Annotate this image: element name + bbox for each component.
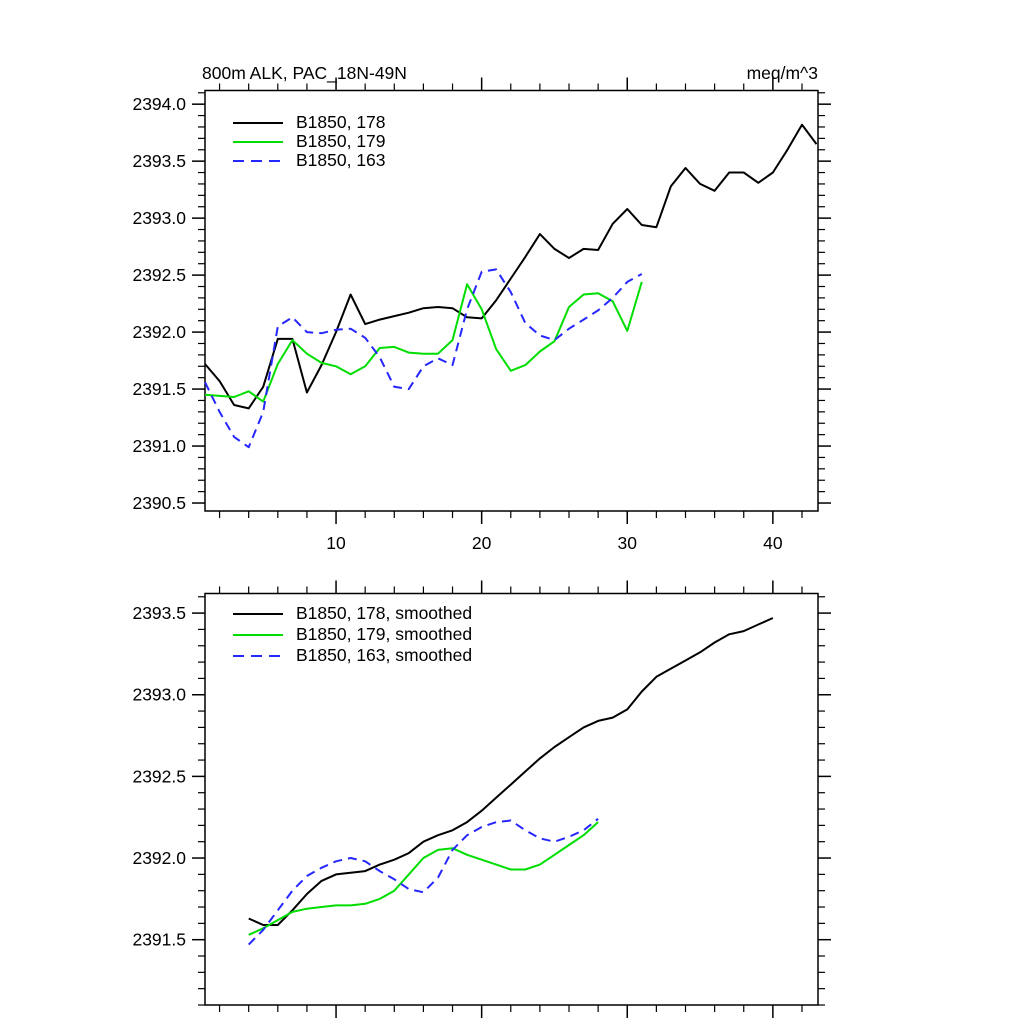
legend-line-sample	[233, 140, 283, 143]
series-line-0	[204, 123, 818, 410]
legend-line-sample	[233, 633, 283, 636]
legend-line-sample	[233, 121, 283, 124]
legend-item: B1850, 163, smoothed	[233, 645, 472, 666]
top-panel-legend: B1850, 178 B1850, 179 B1850, 163	[233, 113, 386, 170]
y-tick-label: 2393.5	[132, 151, 186, 171]
legend-label: B1850, 179, smoothed	[296, 623, 473, 644]
legend-item: B1850, 178, smoothed	[233, 603, 472, 624]
y-tick-label: 2393.0	[132, 208, 186, 228]
series-line-1	[204, 281, 643, 403]
series-line-1	[248, 821, 599, 936]
y-tick-label: 2391.0	[132, 436, 186, 456]
y-tick-label: 2392.0	[132, 322, 186, 342]
legend-item: B1850, 179	[233, 132, 386, 151]
x-tick-label: 40	[763, 533, 783, 553]
y-tick-label: 2392.0	[132, 848, 186, 868]
y-tick-label: 2392.5	[132, 265, 186, 285]
plot-frame	[204, 89, 819, 512]
legend-item: B1850, 179, smoothed	[233, 624, 472, 645]
y-tick-label: 2391.5	[132, 930, 186, 950]
y-tick-label: 2393.0	[132, 685, 186, 705]
series-line-2	[204, 268, 643, 449]
legend-item: B1850, 163	[233, 151, 386, 170]
y-tick-label: 2394.0	[132, 94, 186, 114]
legend-label: B1850, 163	[296, 149, 386, 170]
series-line-2	[247, 818, 599, 946]
y-tick-label: 2392.5	[132, 766, 186, 786]
top-panel-title: 800m ALK, PAC_18N-49N	[202, 63, 407, 83]
x-tick-label: 30	[618, 533, 638, 553]
plot-frame	[204, 592, 819, 1006]
x-tick-label: 20	[472, 533, 492, 553]
legend-label: B1850, 178, smoothed	[296, 602, 473, 623]
legend-line-sample	[233, 654, 283, 657]
legend-line-sample	[233, 612, 283, 615]
legend-label: B1850, 178	[296, 111, 386, 132]
bottom-panel-legend: B1850, 178, smoothed B1850, 179, smoothe…	[233, 603, 472, 666]
top-panel-units-label: meq/m^3	[746, 63, 818, 83]
y-tick-label: 2393.5	[132, 603, 186, 623]
legend-label: B1850, 163, smoothed	[296, 644, 473, 665]
legend-label: B1850, 179	[296, 130, 386, 151]
x-tick-label: 10	[326, 533, 346, 553]
series-line-0	[248, 617, 774, 926]
legend-item: B1850, 178	[233, 113, 386, 132]
legend-line-sample	[233, 159, 283, 162]
y-tick-label: 2390.5	[132, 493, 186, 513]
y-tick-label: 2391.5	[132, 379, 186, 399]
